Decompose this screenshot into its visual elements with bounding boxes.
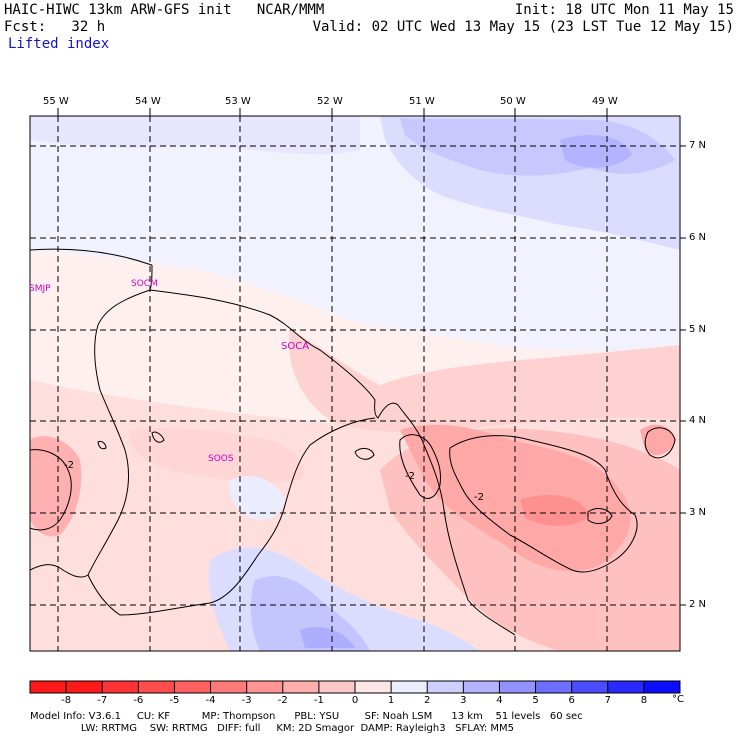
colorbar-tick-label: -6 — [133, 695, 144, 706]
model-title: HAIC-HIWC 13km ARW-GFS init NCAR/MMM — [4, 2, 325, 18]
lat-ticks — [680, 145, 686, 606]
colorbar-tick-label: 0 — [351, 695, 359, 706]
contour-line — [151, 431, 165, 443]
colorbar-tick-label: -5 — [169, 695, 180, 706]
lat-label: 7 N — [689, 140, 707, 151]
shade-region — [229, 476, 285, 520]
map-frame — [29, 115, 681, 652]
shade-region — [30, 436, 82, 537]
contour-line — [449, 435, 638, 573]
shade-region — [300, 626, 355, 648]
lon-label: 49 W — [592, 96, 618, 107]
contour-label: -2 — [405, 471, 415, 482]
lon-label: 50 W — [500, 96, 526, 107]
shade-region — [30, 116, 360, 155]
colorbar-tick-label: 4 — [496, 695, 503, 706]
shade-region — [129, 428, 304, 482]
station-label: SOCA — [281, 341, 310, 352]
shade-region — [250, 576, 370, 651]
border-line — [30, 248, 153, 266]
lon-ticks — [57, 108, 608, 116]
colorbar-tick-label: -7 — [97, 695, 108, 706]
init-time: Init: 18 UTC Mon 11 May 15 — [514, 2, 734, 18]
lon-label: 55 W — [43, 96, 69, 107]
station-label: SOCM — [131, 279, 158, 289]
colorbar-tick-label: -1 — [313, 695, 324, 706]
coastline — [149, 264, 516, 636]
lon-label: 54 W — [135, 96, 161, 107]
lat-label: 6 N — [689, 232, 707, 243]
field-name: Lifted index — [8, 36, 110, 52]
colorbar-tick-label: 6 — [568, 695, 575, 706]
colorbar-tick-label: 7 — [604, 695, 611, 706]
lat-label: 3 N — [689, 507, 707, 518]
lon-label: 53 W — [225, 96, 251, 107]
contour-line — [644, 427, 676, 459]
contour-line — [30, 449, 72, 531]
colorbar-tick-label: -3 — [241, 695, 252, 706]
border-line — [30, 564, 89, 578]
colorbar-tick-label: 3 — [460, 695, 467, 706]
colorbar-tick-label: -4 — [205, 695, 216, 706]
contour-label: -2 — [64, 460, 74, 471]
lon-label: 52 W — [317, 96, 343, 107]
colorbar-tick-label: -8 — [61, 695, 72, 706]
model-info-line2: LW: RRTMG SW: RRTMG DIFF: full KM: 2D Sm… — [30, 723, 515, 734]
colorbar-tick-label: 5 — [532, 695, 539, 706]
model-info-line1: Model Info: V3.6.1 CU: KF MP: Thompson P… — [30, 711, 583, 722]
contour-label: -2 — [474, 492, 484, 503]
contour-line — [354, 447, 375, 460]
shade-region — [560, 135, 632, 168]
station-label: SOOS — [208, 454, 234, 464]
contour-line — [587, 508, 613, 524]
lat-label: 4 N — [689, 415, 707, 426]
station-label: SMJP — [29, 284, 51, 294]
shade-region — [520, 495, 590, 526]
lat-label: 2 N — [689, 599, 707, 610]
graticule — [30, 116, 680, 651]
colorbar-tick-label: -2 — [277, 695, 288, 706]
contour-line — [97, 441, 107, 450]
forecast-hour: Fcst: 32 h — [4, 19, 106, 35]
shade-region — [640, 424, 676, 456]
valid-time: Valid: 02 UTC Wed 13 May 15 (23 LST Tue … — [312, 19, 734, 35]
lon-label: 51 W — [409, 96, 435, 107]
colorbar-unit: °C — [672, 694, 684, 705]
border-line — [87, 289, 376, 616]
colorbar-tick-label: 1 — [387, 695, 395, 706]
colorbar-tick-label: 2 — [424, 695, 431, 706]
colorbar-tick-label: 8 — [640, 695, 648, 706]
lat-label: 5 N — [689, 324, 707, 335]
